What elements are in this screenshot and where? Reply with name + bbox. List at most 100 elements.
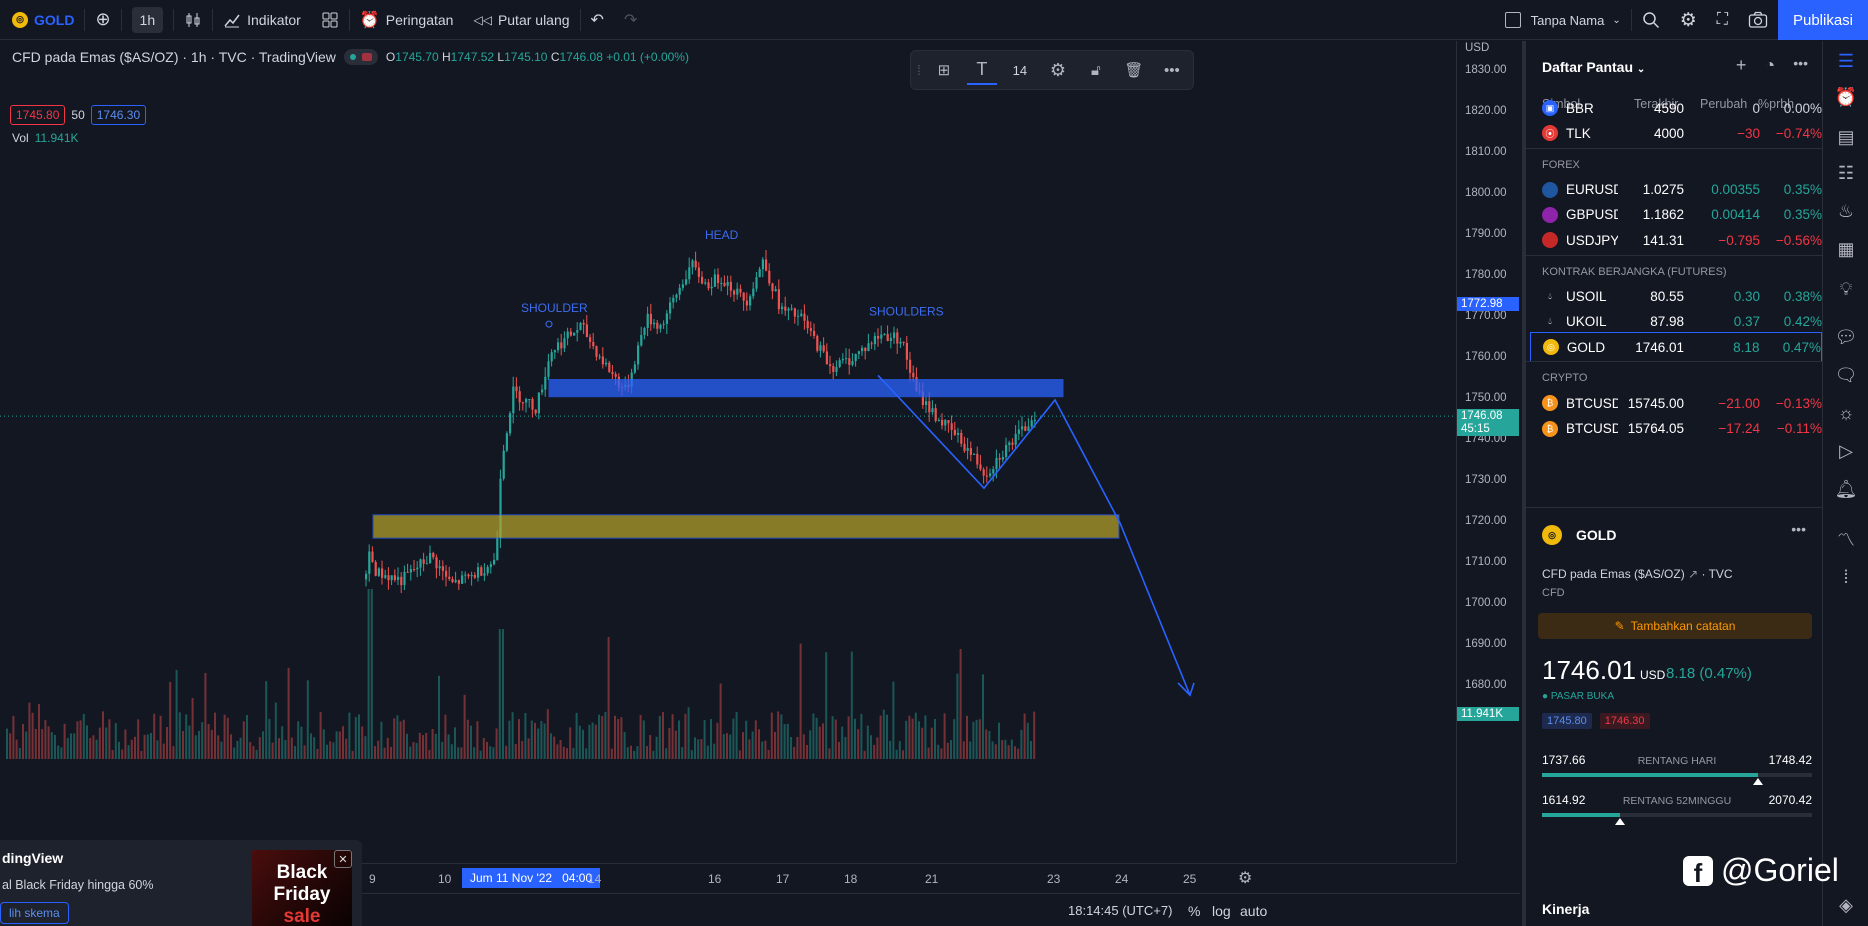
alerts-button[interactable]: ⏰ Peringatan [350,0,464,40]
volume-bar [729,734,732,759]
watchlist-row[interactable]: EURUSD 1.0275 0.00355 0.35% [1530,175,1822,205]
message-icon[interactable]: 🗨︎ [1834,364,1858,385]
timeframe-button[interactable]: 1h [122,0,174,40]
volume-bar [66,738,69,759]
calendar-grid-icon[interactable]: ▦ [1837,238,1855,259]
volume-bar [620,717,623,759]
chart-pie-icon[interactable]: ◔ [1764,55,1776,75]
chart-type-button[interactable] [174,0,212,40]
gear-icon[interactable]: ⚙ [1238,870,1253,887]
volume-bar [258,737,261,759]
candle-body [819,345,822,351]
volume-bar [34,728,37,759]
column-change[interactable]: Perubah [1700,97,1748,111]
currency-label[interactable]: USD [1465,42,1490,54]
volume-bar [966,715,968,759]
close-icon[interactable]: ✕ [334,850,352,868]
external-link-icon[interactable]: ↗ [1688,567,1699,581]
fullscreen-button[interactable]: ⛶ [1707,0,1738,40]
compare-button[interactable]: ⊕ [85,0,120,40]
trash-icon[interactable]: 🗑︎ [1124,62,1144,79]
time-axis[interactable]: Jum 11 Nov '22 04:00 ⚙ 9 10 14 16 17 18 21 23 24… [0,863,1456,893]
watchlist-row[interactable]: ₿ BTCUSD 15745.00 −21.00 −0.13% [1530,388,1822,418]
watchlist-row[interactable]: USDJPY 141.31 −0.795 −0.56% [1530,225,1822,255]
log-scale-toggle[interactable]: log [1212,903,1231,919]
watchlist-section-header[interactable]: CRYPTO [1542,372,1588,385]
promo-button[interactable]: lih skema [0,902,69,924]
buy-price-button[interactable]: 1746.30 [90,105,147,125]
percent-scale-toggle[interactable]: % [1188,903,1201,919]
symbol-search[interactable]: ◎ GOLD [0,0,84,40]
volume-bar [12,715,15,759]
watchlist-row[interactable]: ₿ BTCUSD 15764.05 −17.24 −0.11% [1530,414,1822,444]
layout-menu-button[interactable]: Tanpa Nama ⌄ [1495,0,1631,40]
more-icon[interactable]: ••• [1164,61,1180,79]
details-title[interactable]: ◎ GOLD [1542,525,1616,545]
promo-image[interactable]: Black Friday sale [252,850,352,926]
watchlist-title[interactable]: Daftar Pantau ⌄ [1542,59,1646,75]
stream-play-icon[interactable]: ▷ [1839,440,1853,461]
auto-scale-toggle[interactable]: auto [1240,903,1268,919]
candle-body [893,332,896,339]
volume-bar [223,714,226,759]
font-size-button[interactable]: 14 [1012,62,1028,78]
snapshot-button[interactable] [1738,0,1778,40]
redo-button[interactable]: ↷ [614,0,647,40]
candle-body [675,294,678,298]
watchlist-icon[interactable]: ☰ [1837,50,1855,71]
gold-coin-icon: ◎ [12,11,28,28]
lock-icon[interactable]: 🔓︎ [1091,61,1101,79]
indicators-label: Indikator [247,11,301,28]
lightbulb-icon[interactable]: 💡︎ [1839,278,1853,299]
candle-body [544,376,547,390]
chart-pane[interactable]: SHOULDER HEAD SHOULDERS CFD pada Emas ($AS… [0,41,1520,926]
undo-button[interactable]: ↶ [581,0,614,40]
promo-notification[interactable]: dingView al Black Friday hingga 60% lih … [0,840,362,926]
volume-bar [527,738,530,759]
watchlist-section-header[interactable]: KONTRAK BERJANGKA (FUTURES) [1542,265,1727,278]
text-color-icon[interactable]: T [966,55,997,85]
sell-price-button[interactable]: 1745.80 [10,105,66,125]
chat-icon[interactable]: 💬︎ [1834,326,1858,347]
news-icon[interactable]: ▤ [1837,126,1855,147]
idea-stream-icon[interactable]: ☼ [1837,402,1855,423]
search-button[interactable] [1632,0,1670,40]
candle-body [659,324,662,329]
price-axis[interactable]: USD 1830.00 1820.00 1810.00 1800.00 1790.00 1… [1456,41,1520,863]
more-icon[interactable]: ••• [1791,521,1806,537]
publish-button[interactable]: Publikasi [1778,0,1868,40]
price-chart[interactable]: SHOULDER HEAD SHOULDERS [0,41,1456,863]
gear-icon[interactable]: ⚙ [1049,59,1066,80]
indicators-button[interactable]: Indikator [213,0,311,40]
dom-icon[interactable]: ⁞ [1843,566,1849,587]
layers-icon[interactable]: ◈ [1839,894,1853,915]
calendar-icon[interactable]: ☷ [1837,162,1855,183]
clock-display[interactable]: 18:14:45 (UTC+7) [1068,903,1173,918]
trend-line-icon[interactable]: 〽 [1837,530,1855,550]
watchlist-section-header[interactable]: FOREX [1542,158,1580,171]
bell-icon[interactable]: 🔔︎ [1834,478,1858,499]
replay-button[interactable]: ◁◁ Putar ulang [463,0,579,40]
volume-bar [722,734,725,759]
templates-button[interactable] [311,0,349,40]
watchlist-row[interactable]: ⦿ TLK 4000 −30 −0.74% [1530,118,1822,148]
watchlist-row[interactable]: GBPUSD 1.1862 0.00414 0.35% [1530,200,1822,230]
visibility-toggle[interactable] [343,49,378,65]
more-icon[interactable]: ••• [1793,55,1808,71]
column-pct[interactable]: %prbh [1758,97,1795,111]
volume-bar [774,731,776,759]
add-note-button[interactable]: ✎ Tambahkan catatan [1538,613,1812,639]
settings-button[interactable]: ⚙ [1670,0,1707,40]
watchlist-row[interactable]: ▣ BBR 4590 0 0.00% [1530,93,1822,123]
watchlist-row[interactable]: 💧︎ UKOIL 87.98 0.37 0.42% [1530,307,1822,337]
volume-bar [879,715,882,759]
template-icon[interactable]: ⊞ [937,62,951,79]
watchlist-row[interactable]: 💧︎ USOIL 80.55 0.30 0.38% [1530,282,1822,312]
watchlist-row[interactable]: ◎ GOLD 1746.01 8.18 0.47% [1530,332,1822,363]
add-symbol-icon[interactable]: + [1735,55,1747,75]
alarm-clock-icon[interactable]: ⏰ [1834,86,1858,107]
volume-bar [809,730,812,759]
hotlist-flame-icon[interactable]: ♨ [1837,200,1855,221]
column-last[interactable]: Terakhir [1634,97,1679,111]
drag-handle-icon[interactable]: ⁞ [917,62,921,78]
